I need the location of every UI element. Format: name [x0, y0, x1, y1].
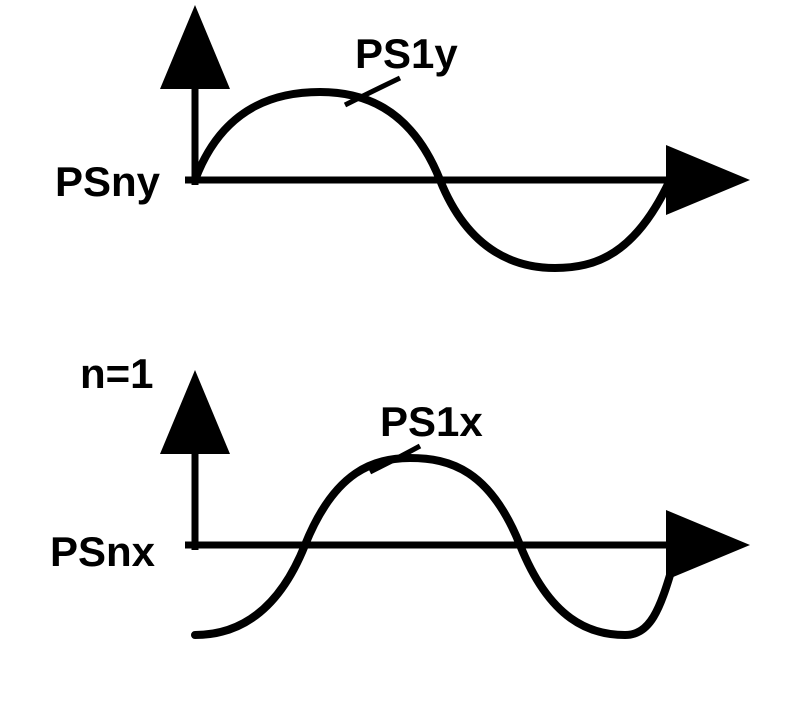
diagram-canvas — [0, 0, 800, 721]
